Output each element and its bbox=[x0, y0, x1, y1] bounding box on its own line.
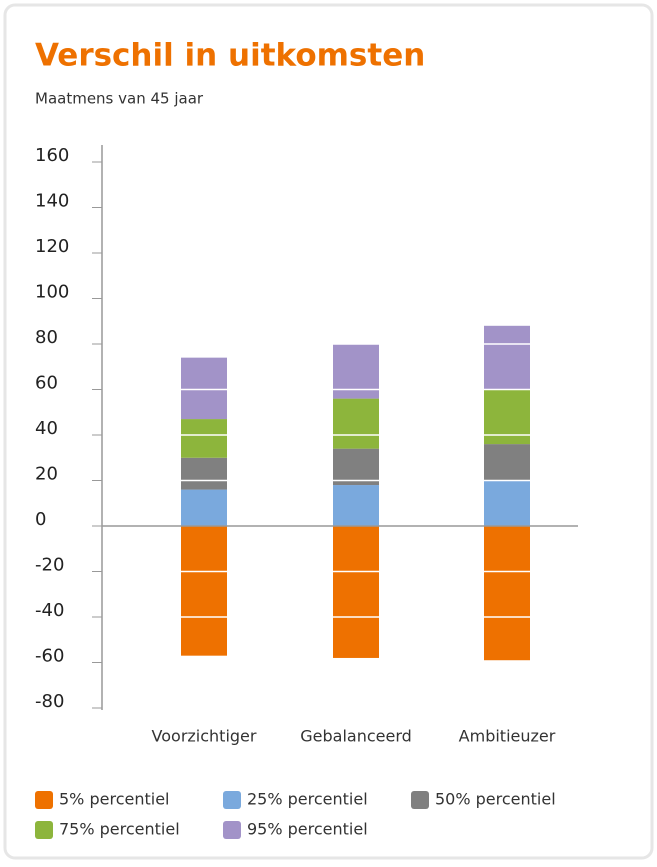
bar-segment bbox=[333, 398, 379, 449]
legend-label: 75% percentiel bbox=[59, 820, 180, 839]
legend-swatch bbox=[35, 791, 53, 809]
chart-title: Verschil in uitkomsten bbox=[35, 38, 425, 74]
bar-segment bbox=[333, 485, 379, 526]
legend-swatch bbox=[35, 821, 53, 839]
bar-segment bbox=[181, 419, 227, 458]
y-tick-label: 80 bbox=[35, 327, 58, 348]
x-tick-label: Ambitieuzer bbox=[459, 727, 556, 746]
y-tick-label: -40 bbox=[35, 600, 64, 621]
legend-swatch bbox=[223, 791, 241, 809]
y-tick-label: 60 bbox=[35, 373, 58, 394]
bar-segment bbox=[181, 526, 227, 656]
bar-segment bbox=[484, 389, 530, 445]
y-tick-label: 20 bbox=[35, 464, 58, 485]
bar-segment bbox=[181, 489, 227, 526]
legend-label: 50% percentiel bbox=[435, 790, 556, 809]
bar-segment bbox=[181, 357, 227, 420]
bar-segment bbox=[484, 526, 530, 661]
x-tick-label: Gebalanceerd bbox=[300, 727, 412, 746]
y-tick-label: -80 bbox=[35, 691, 64, 712]
bar-segment bbox=[181, 457, 227, 490]
bar-segment bbox=[484, 325, 530, 390]
chart-subtitle: Maatmens van 45 jaar bbox=[35, 90, 204, 108]
y-tick-label: -20 bbox=[35, 555, 64, 576]
legend-swatch bbox=[411, 791, 429, 809]
legend-label: 5% percentiel bbox=[59, 790, 169, 809]
x-tick-label: Voorzichtiger bbox=[152, 727, 257, 746]
y-tick-label: -60 bbox=[35, 646, 64, 667]
bar-segment bbox=[333, 526, 379, 658]
bar-segment bbox=[333, 448, 379, 486]
legend-label: 25% percentiel bbox=[247, 790, 368, 809]
bar-segment bbox=[333, 344, 379, 399]
bar-segment bbox=[484, 480, 530, 526]
legend-swatch bbox=[223, 821, 241, 839]
y-tick-label: 100 bbox=[35, 282, 69, 303]
y-tick-label: 140 bbox=[35, 191, 69, 212]
y-tick-label: 0 bbox=[35, 509, 46, 530]
bar-segment bbox=[484, 444, 530, 481]
y-tick-label: 40 bbox=[35, 418, 58, 439]
y-tick-label: 120 bbox=[35, 236, 69, 257]
legend-label: 95% percentiel bbox=[247, 820, 368, 839]
y-tick-label: 160 bbox=[35, 145, 69, 166]
